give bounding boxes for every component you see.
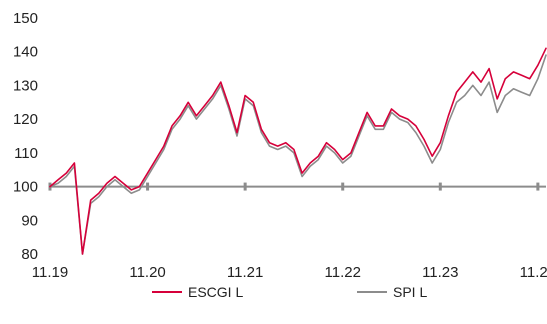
y-tick-label-80: 80 [21,246,38,263]
x-tick-label-2: 11.21 [227,264,263,281]
series-lines [49,47,547,255]
legend-label-spi: SPI L [393,284,427,300]
x-tick-label-5: 11.24 [520,264,547,281]
x-tick-label-1: 11.20 [129,264,165,281]
y-axis: 80 90 100 110 120 130 140 150 [13,10,38,263]
legend: ESCGI L SPI L [152,284,427,300]
y-tick-label-110: 110 [14,145,38,162]
y-tick-label-100: 100 [13,179,38,196]
x-tick-label-3: 11.22 [325,264,361,281]
y-tick-label-90: 90 [21,212,38,229]
y-tick-label-130: 130 [13,77,38,94]
series-line-spi-l [49,54,547,255]
y-tick-label-150: 150 [13,10,38,27]
baseline-axis [48,182,546,191]
x-tick-label-0: 11.19 [32,264,68,281]
y-tick-label-120: 120 [13,111,38,128]
legend-label-escgi: ESCGI L [188,284,243,300]
x-axis: 11.19 11.20 11.21 11.22 11.23 11.24 [32,264,547,281]
series-line-escgi-l [49,47,547,255]
y-tick-label-140: 140 [13,44,38,61]
x-tick-label-4: 11.23 [422,264,458,281]
